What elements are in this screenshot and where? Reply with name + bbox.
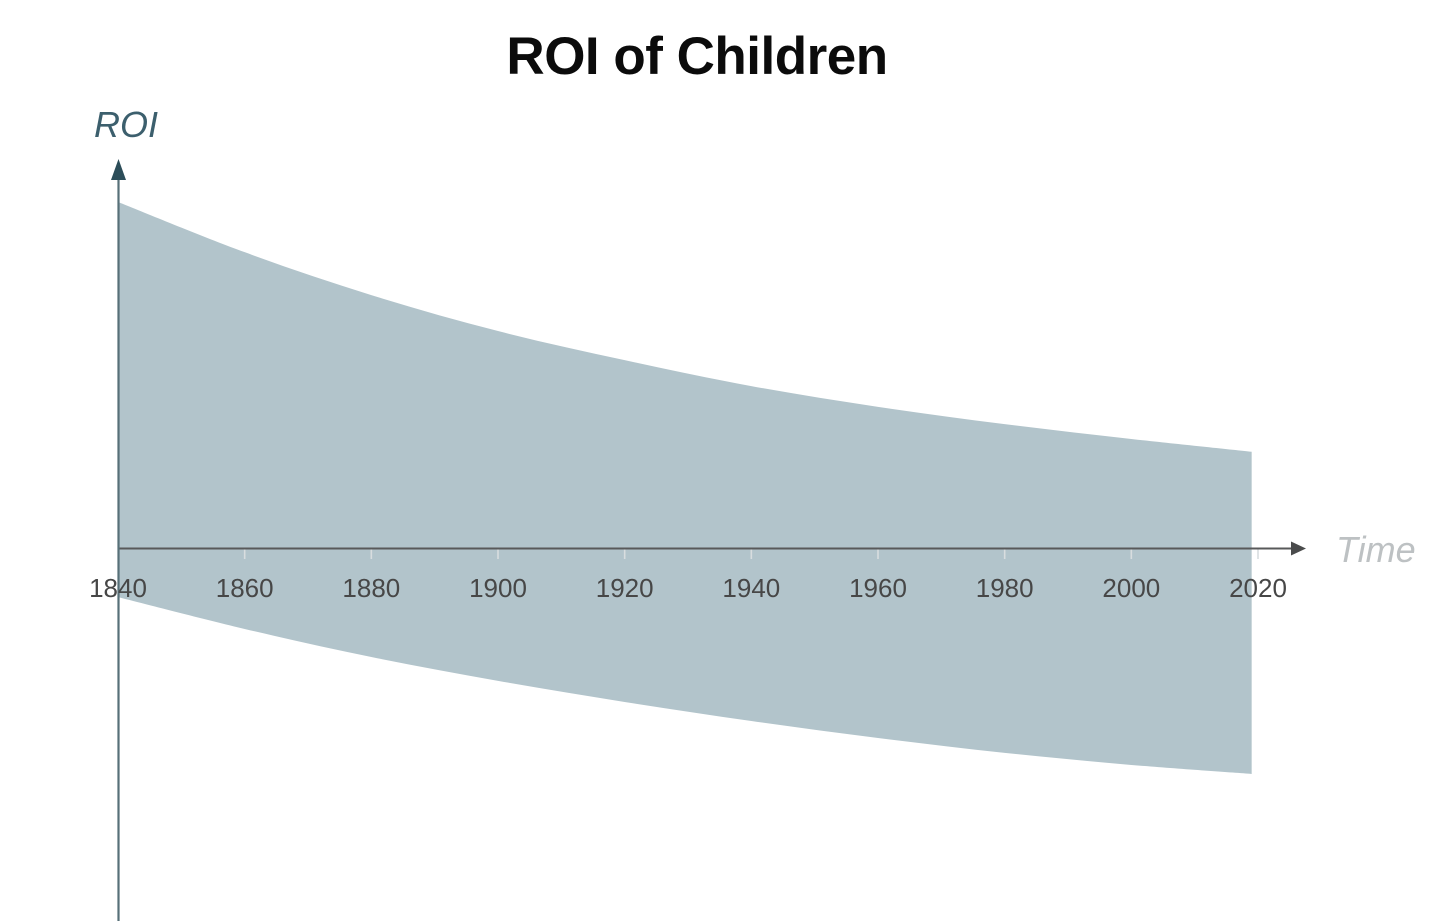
- x-axis-tick-label: 1900: [469, 573, 527, 603]
- x-axis-tick-label: 2000: [1102, 573, 1161, 603]
- x-axis-tick-label: 1860: [215, 573, 274, 603]
- x-axis-arrowhead-icon: [1291, 541, 1306, 556]
- x-axis-ticks: [243, 548, 1259, 559]
- x-axis-tick-label: 2020: [1229, 573, 1287, 603]
- x-axis-label: Time: [1336, 529, 1416, 570]
- x-axis-tick-label: 1980: [975, 573, 1034, 603]
- x-axis-tick-label: 1960: [849, 573, 907, 603]
- roi-band-area: [118, 202, 1252, 774]
- x-axis-tick-label: 1940: [722, 573, 781, 603]
- y-axis-arrowhead-icon: [111, 159, 126, 180]
- x-axis-tick-label: 1920: [595, 573, 654, 603]
- y-axis-label: ROI: [94, 104, 159, 145]
- x-axis-tick-label: 1880: [342, 573, 401, 603]
- chart-title: ROI of Children: [506, 27, 888, 86]
- x-axis-tick-label: 1840: [89, 573, 147, 603]
